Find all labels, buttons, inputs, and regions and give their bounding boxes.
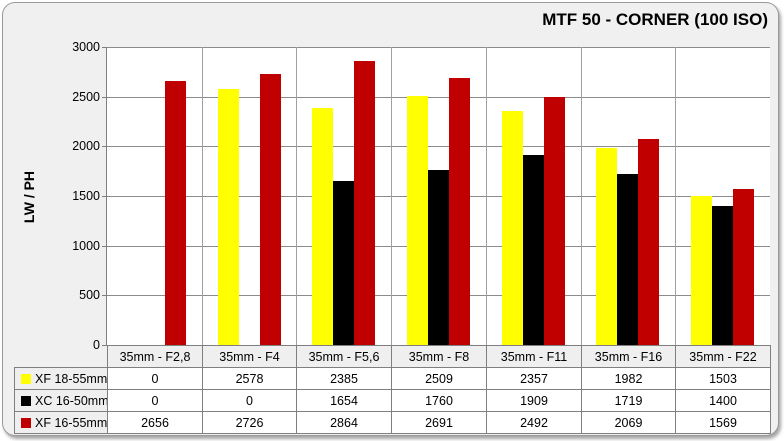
gridline-horizontal xyxy=(107,146,770,147)
category-header-cell: 35mm - F22 xyxy=(675,345,771,368)
value-cell: 2492 xyxy=(486,411,582,434)
gridline-horizontal xyxy=(107,97,770,98)
value-cell: 1982 xyxy=(581,367,676,390)
bar-xf-16-55mm-35mm-F22 xyxy=(733,189,754,345)
value-cell: 0 xyxy=(202,389,297,412)
value-cell: 2864 xyxy=(296,411,392,434)
value-cell: 2578 xyxy=(202,367,297,390)
y-tick-mark xyxy=(102,295,107,296)
category-header-cell: 35mm - F8 xyxy=(391,345,487,368)
legend-series-name: XF 18-55mm xyxy=(35,371,108,386)
legend-cell: XC 16-50mm xyxy=(14,389,108,412)
value-cell: 1760 xyxy=(391,389,487,412)
value-cell: 1503 xyxy=(675,367,771,390)
gridline-vertical xyxy=(391,47,392,345)
chart-title: MTF 50 - CORNER (100 ISO) xyxy=(542,10,768,29)
value-cell: 1400 xyxy=(675,389,771,412)
bar-xf-16-55mm-35mm-F11 xyxy=(544,97,565,345)
y-tick-label: 0 xyxy=(93,338,100,352)
gridline-vertical xyxy=(296,47,297,345)
category-header-cell: 35mm - F11 xyxy=(486,345,582,368)
value-cell: 2385 xyxy=(296,367,392,390)
legend-color-key-icon xyxy=(21,395,31,406)
bar-xf-16-55mm-35mm-F5,6 xyxy=(354,61,375,345)
y-tick-mark xyxy=(102,97,107,98)
value-cell: 1719 xyxy=(581,389,676,412)
legend-cell: XF 18-55mm xyxy=(14,367,108,390)
value-cell: 0 xyxy=(107,389,203,412)
bar-xf-18-55mm-35mm-F5,6 xyxy=(312,108,333,345)
bar-xc-16-50mm-35mm-F8 xyxy=(428,170,449,345)
bar-xf-16-55mm-35mm-F2,8 xyxy=(165,81,186,345)
bar-xf-16-55mm-35mm-F4 xyxy=(260,74,281,345)
value-cell: 2357 xyxy=(486,367,582,390)
legend-series-name: XC 16-50mm xyxy=(35,393,108,408)
value-cell: 2726 xyxy=(202,411,297,434)
value-cell: 2656 xyxy=(107,411,203,434)
gridline-vertical xyxy=(581,47,582,345)
value-cell: 0 xyxy=(107,367,203,390)
value-cell: 2069 xyxy=(581,411,676,434)
bar-xc-16-50mm-35mm-F5,6 xyxy=(333,181,354,345)
category-header-cell: 35mm - F5,6 xyxy=(296,345,392,368)
y-tick-mark xyxy=(102,345,107,346)
bar-xf-18-55mm-35mm-F22 xyxy=(691,196,712,345)
bar-xf-18-55mm-35mm-F4 xyxy=(218,89,239,345)
category-header-cell: 35mm - F16 xyxy=(581,345,676,368)
value-cell: 1569 xyxy=(675,411,771,434)
y-tick-mark xyxy=(102,146,107,147)
value-cell: 2509 xyxy=(391,367,487,390)
y-tick-label: 1500 xyxy=(72,189,100,203)
bar-xf-18-55mm-35mm-F11 xyxy=(502,111,523,345)
y-tick-mark xyxy=(102,246,107,247)
value-cell: 2691 xyxy=(391,411,487,434)
gridline-vertical xyxy=(675,47,676,345)
legend-color-key-icon xyxy=(21,417,31,428)
y-tick-label: 2500 xyxy=(72,90,100,104)
legend-series-name: XF 16-55mm xyxy=(35,415,108,430)
y-tick-label: 1000 xyxy=(72,239,100,253)
y-tick-mark xyxy=(102,196,107,197)
bar-xf-18-55mm-35mm-F8 xyxy=(407,96,428,345)
y-tick-mark xyxy=(102,47,107,48)
bar-xf-16-55mm-35mm-F16 xyxy=(638,139,659,345)
y-tick-label: 3000 xyxy=(72,40,100,54)
bar-xc-16-50mm-35mm-F11 xyxy=(523,155,544,345)
bar-xf-18-55mm-35mm-F16 xyxy=(596,148,617,345)
y-tick-label: 500 xyxy=(79,288,100,302)
legend-cell: XF 16-55mm xyxy=(14,411,108,434)
plot-area xyxy=(107,47,770,345)
gridline-horizontal xyxy=(107,47,770,48)
bar-xc-16-50mm-35mm-F22 xyxy=(712,206,733,345)
y-tick-label: 2000 xyxy=(72,139,100,153)
value-cell: 1654 xyxy=(296,389,392,412)
gridline-vertical xyxy=(202,47,203,345)
value-cell: 1909 xyxy=(486,389,582,412)
bar-xc-16-50mm-35mm-F16 xyxy=(617,174,638,345)
category-header-cell: 35mm - F4 xyxy=(202,345,297,368)
legend-color-key-icon xyxy=(21,373,31,384)
category-header-cell: 35mm - F2,8 xyxy=(107,345,203,368)
gridline-vertical xyxy=(486,47,487,345)
bar-xf-16-55mm-35mm-F8 xyxy=(449,78,470,345)
